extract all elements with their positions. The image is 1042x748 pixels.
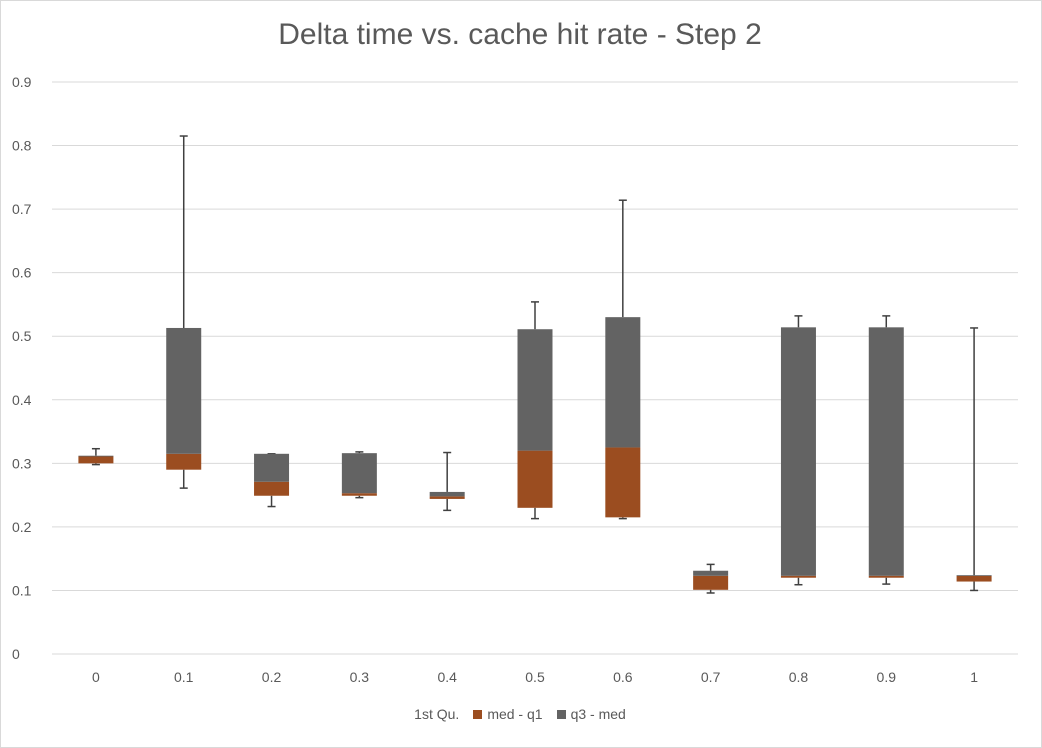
y-tick-label: 0.3: [12, 455, 32, 471]
legend-item-1st-qu: 1st Qu.: [414, 706, 459, 722]
chart-title: Delta time vs. cache hit rate - Step 2: [278, 18, 762, 51]
bar-q3-med: [517, 329, 553, 451]
y-tick-label: 0.9: [12, 74, 32, 90]
bar-med-q1: [166, 453, 202, 470]
x-tick-label: 0.3: [350, 669, 370, 685]
legend-swatch-q3-med: [556, 709, 566, 719]
x-tick-label: 0: [92, 669, 100, 685]
x-tick-label: 0.6: [613, 669, 633, 685]
bar-med-q1: [868, 575, 904, 578]
legend-item-q3-med: q3 - med: [556, 706, 626, 722]
bar-q3-med: [780, 327, 816, 576]
y-tick-label: 0.1: [12, 582, 32, 598]
bar-q3-med: [956, 575, 992, 576]
bar-q3-med: [429, 491, 465, 497]
bar-med-q1: [780, 575, 816, 578]
legend-item-med-q1: med - q1: [473, 706, 543, 722]
bar-med-q1: [517, 450, 553, 508]
x-tick-label: 0.5: [525, 669, 545, 685]
x-tick-label: 0.8: [789, 669, 809, 685]
bar-q3-med: [341, 453, 377, 494]
bar-q3-med: [166, 327, 202, 454]
y-tick-label: 0.5: [12, 328, 32, 344]
x-tick-label: 0.4: [437, 669, 457, 685]
legend-label-1st-qu: 1st Qu.: [414, 706, 460, 722]
bar-med-q1: [341, 493, 377, 496]
bar-q3-med: [254, 453, 290, 482]
legend-label-q3-med: q3 - med: [570, 706, 626, 722]
legend-label-med-q1: med - q1: [487, 706, 543, 722]
bar-med-q1: [254, 481, 290, 496]
chart-legend: 1st Qu. med - q1 q3 - med: [0, 706, 1040, 722]
bar-med-q1: [605, 447, 641, 518]
y-tick-label: 0.8: [12, 138, 32, 154]
y-tick-label: 0.2: [12, 519, 32, 535]
bar-med-q1: [693, 575, 729, 590]
bar-med-q1: [78, 456, 114, 464]
legend-swatch-med-q1: [473, 709, 483, 719]
bar-q3-med: [78, 455, 114, 457]
bar-med-q1: [956, 575, 992, 582]
bar-q3-med: [605, 317, 641, 448]
chart-plot: 0 0.1 0.2 0.3 0.4 0.5 0.6 0.7 0.8 0.9 0 0.1 0.2 0.3 0.…: [12, 74, 1018, 685]
y-tick-label: 0.4: [12, 392, 32, 408]
x-tick-label: 0.2: [262, 669, 282, 685]
bar-q3-med: [868, 327, 904, 576]
x-tick-label: 0.1: [174, 669, 194, 685]
x-tick-label: 0.9: [877, 669, 897, 685]
y-tick-label: 0.7: [12, 201, 32, 217]
bar-med-q1: [429, 496, 465, 499]
bar-q3-med: [693, 570, 729, 576]
x-tick-label: 1: [970, 669, 978, 685]
y-tick-label: 0: [12, 646, 20, 662]
x-tick-label: 0.7: [701, 669, 721, 685]
y-tick-label: 0.6: [12, 265, 32, 281]
